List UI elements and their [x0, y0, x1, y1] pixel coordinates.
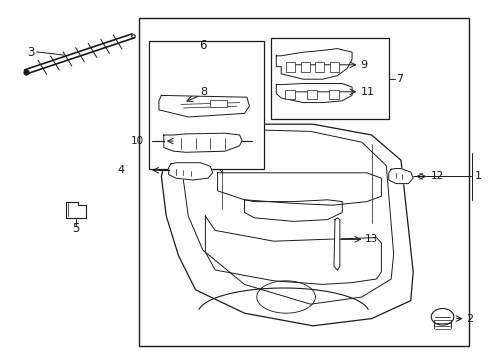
- Text: 12: 12: [429, 171, 443, 181]
- Bar: [300, 62, 309, 72]
- Bar: [285, 62, 294, 72]
- Text: 13: 13: [365, 234, 378, 244]
- Text: 2: 2: [466, 314, 473, 324]
- Text: 6: 6: [199, 39, 206, 51]
- Bar: [271, 38, 388, 119]
- Bar: [306, 90, 316, 99]
- Text: 4: 4: [117, 165, 124, 175]
- Bar: [210, 100, 227, 107]
- Bar: [149, 41, 264, 169]
- Polygon shape: [163, 133, 242, 152]
- Text: 1: 1: [474, 171, 481, 181]
- Text: 10: 10: [131, 136, 144, 146]
- Bar: [139, 18, 468, 346]
- Bar: [285, 90, 294, 99]
- Polygon shape: [168, 163, 212, 180]
- Text: 5: 5: [72, 222, 80, 235]
- Text: 9: 9: [360, 60, 367, 70]
- Bar: [328, 90, 338, 99]
- Circle shape: [430, 309, 453, 325]
- Polygon shape: [333, 218, 339, 270]
- Text: 8: 8: [200, 87, 207, 97]
- Polygon shape: [276, 49, 351, 79]
- Text: 11: 11: [360, 87, 374, 97]
- Polygon shape: [159, 95, 249, 117]
- Polygon shape: [388, 168, 412, 184]
- Polygon shape: [276, 84, 351, 103]
- Text: 3: 3: [27, 46, 34, 59]
- Bar: [329, 62, 338, 72]
- Text: 7: 7: [395, 74, 403, 84]
- Bar: [315, 62, 324, 72]
